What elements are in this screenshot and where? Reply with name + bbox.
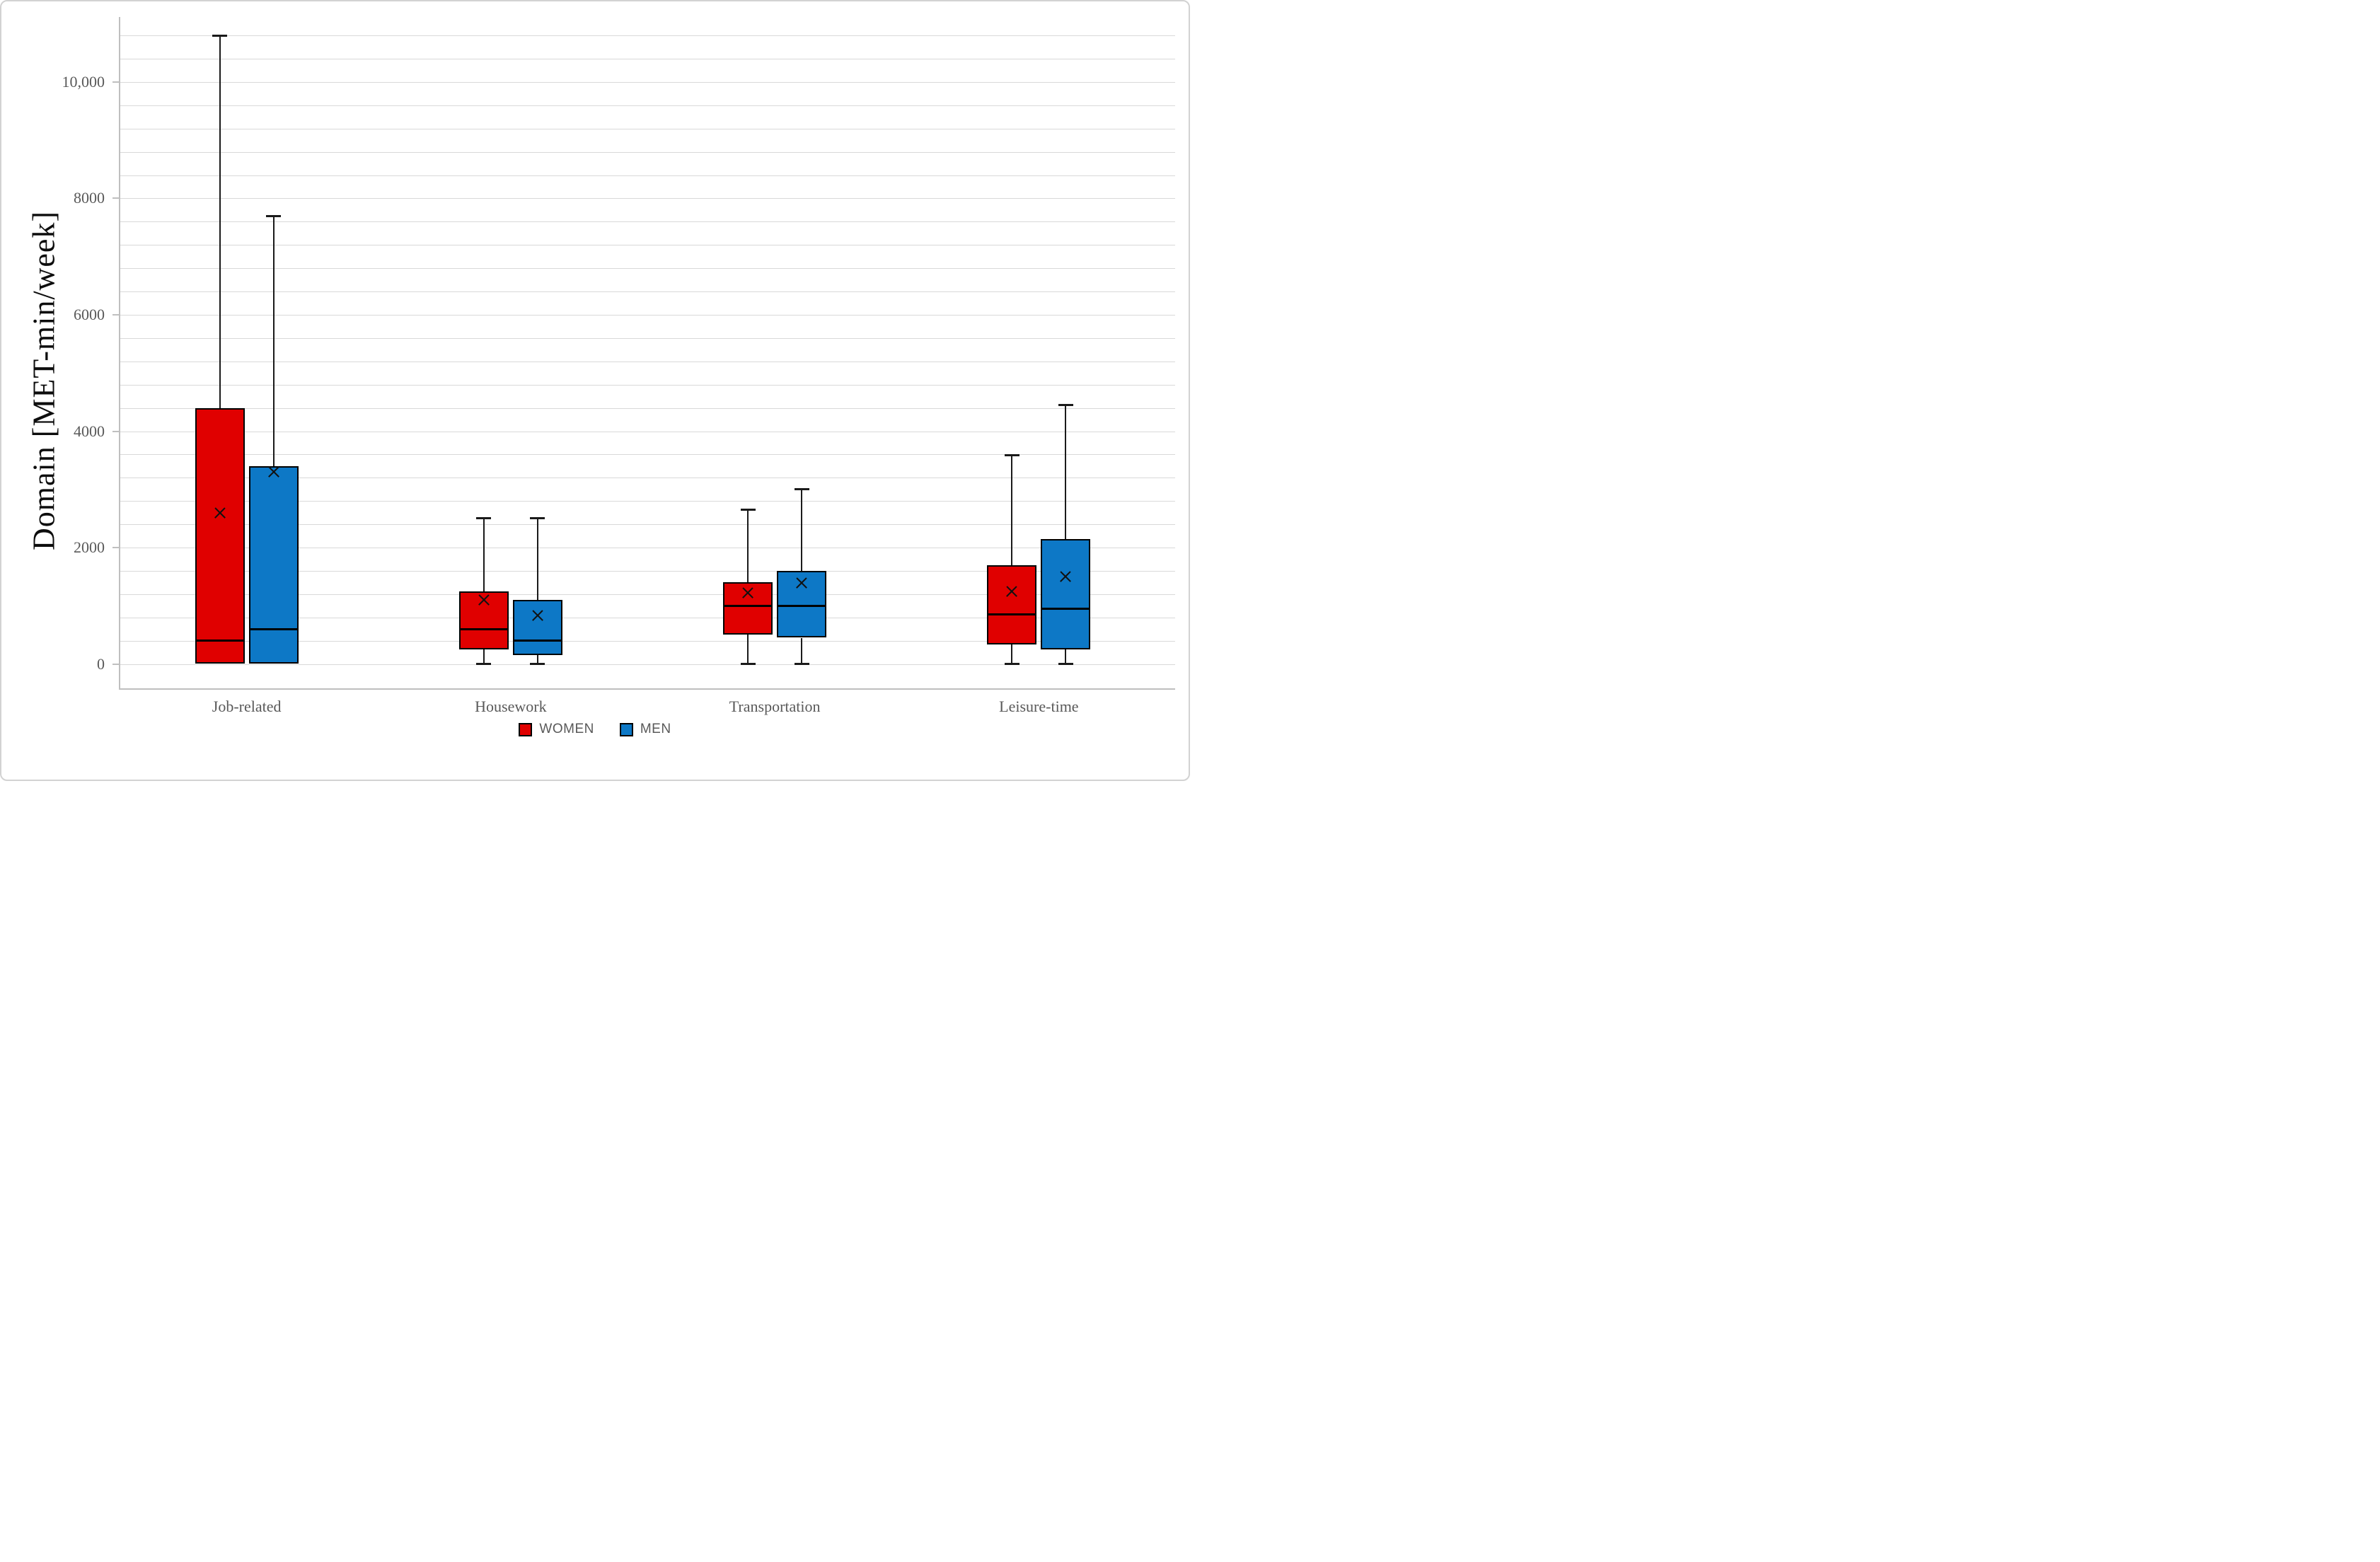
lower-whisker-cap [1004, 663, 1019, 665]
legend-swatch [619, 722, 633, 736]
mean-marker [741, 586, 754, 599]
gridline [119, 524, 1175, 526]
upper-whisker [219, 35, 221, 408]
legend-swatch [519, 722, 533, 736]
mean-marker [267, 465, 280, 478]
gridline [119, 664, 1175, 665]
mean-marker [478, 594, 490, 606]
gridline [119, 81, 1175, 83]
gridline [119, 594, 1175, 595]
y-tick-mark [112, 430, 119, 432]
y-tick-mark [112, 547, 119, 548]
median-line [458, 627, 509, 630]
upper-whisker-cap [212, 34, 228, 37]
y-tick-label: 2000 [74, 538, 105, 556]
median-line [195, 640, 245, 642]
lower-whisker-cap [530, 663, 545, 665]
y-axis-line [119, 17, 120, 688]
y-tick-mark [112, 663, 119, 665]
x-category-label: Leisure-time [999, 698, 1079, 715]
boxplot-figure: Domain [MET-min/week] 0 2000 4000 6000 8000 1… [0, 0, 1190, 781]
lower-whisker [747, 635, 749, 664]
legend-label: WOMEN [539, 722, 594, 736]
gridline [119, 314, 1175, 316]
legend-label: MEN [640, 722, 671, 736]
median-line [987, 613, 1037, 616]
upper-whisker-cap [476, 517, 492, 520]
legend-item: MEN [619, 722, 671, 737]
x-category-label: Job-related [212, 698, 282, 715]
median-line [777, 604, 827, 607]
box-women [987, 565, 1037, 645]
box-men [1041, 538, 1091, 649]
mean-marker [1059, 570, 1072, 583]
upper-whisker [747, 509, 749, 583]
y-tick-label: 8000 [74, 189, 105, 207]
gridline [119, 407, 1175, 409]
upper-whisker [1065, 405, 1067, 539]
upper-whisker-cap [266, 214, 282, 217]
mean-marker [214, 507, 226, 519]
upper-whisker [272, 216, 275, 466]
lower-whisker [1065, 649, 1067, 664]
mean-marker [1005, 585, 1018, 598]
y-axis-title: Domain [MET-min/week] [26, 210, 62, 551]
gridline [119, 384, 1175, 386]
y-tick-mark [112, 81, 119, 83]
y-tick-label: 0 [97, 654, 105, 673]
lower-whisker-cap [1058, 663, 1073, 665]
upper-whisker-cap [530, 517, 545, 520]
median-line [723, 604, 773, 607]
gridline [119, 198, 1175, 199]
upper-whisker [801, 489, 803, 571]
y-tick-mark [112, 197, 119, 199]
upper-whisker [1011, 455, 1013, 565]
y-tick-mark [112, 313, 119, 316]
gridline [119, 151, 1175, 153]
legend: WOMEN MEN [1, 722, 1189, 737]
y-tick-label: 10,000 [62, 72, 105, 91]
box-men [512, 600, 562, 656]
gridline [119, 570, 1175, 572]
median-line [248, 627, 299, 630]
x-axis-line [119, 688, 1175, 690]
upper-whisker [483, 518, 485, 591]
y-tick-label: 4000 [74, 422, 105, 440]
gridline [119, 501, 1175, 502]
mean-marker [795, 577, 808, 589]
lower-whisker-cap [476, 663, 492, 665]
upper-whisker [536, 518, 538, 601]
x-category-label: Housework [475, 698, 547, 715]
x-category-label: Transportation [729, 698, 821, 715]
box-women [195, 407, 245, 664]
mean-marker [531, 609, 544, 622]
gridline [119, 361, 1175, 362]
gridline [119, 337, 1175, 339]
lower-whisker [1011, 644, 1013, 664]
gridline [119, 454, 1175, 456]
box-men [777, 570, 827, 638]
gridline [119, 35, 1175, 37]
median-line [512, 640, 562, 642]
box-men [248, 465, 299, 664]
lower-whisker-cap [794, 663, 809, 665]
lower-whisker [801, 637, 803, 664]
lower-whisker [483, 649, 485, 664]
gridline [119, 268, 1175, 270]
median-line [1041, 607, 1091, 610]
upper-whisker-cap [1058, 403, 1073, 406]
legend-item: WOMEN [519, 722, 594, 737]
lower-whisker [536, 655, 538, 664]
gridline [119, 221, 1175, 223]
lower-whisker-cap [740, 663, 756, 665]
gridline [119, 105, 1175, 106]
gridline [119, 175, 1175, 176]
upper-whisker-cap [740, 509, 756, 511]
upper-whisker-cap [1004, 453, 1019, 456]
upper-whisker-cap [794, 488, 809, 491]
gridline [119, 640, 1175, 642]
gridline [119, 291, 1175, 292]
y-tick-label: 6000 [74, 305, 105, 323]
